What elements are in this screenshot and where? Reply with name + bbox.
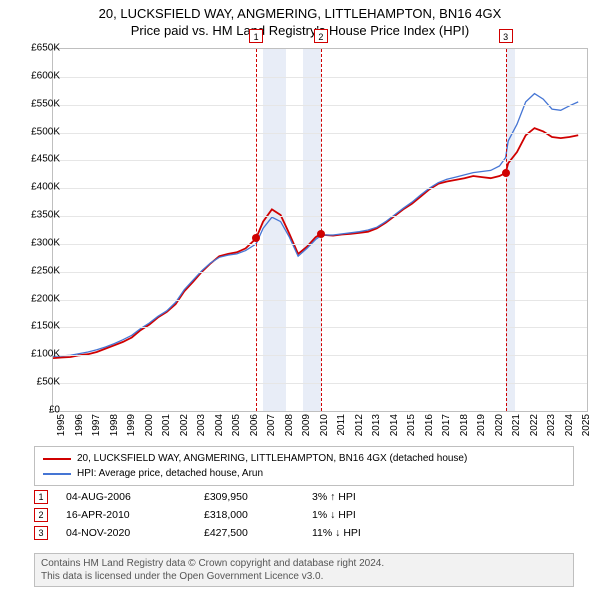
x-axis-label: 2000	[144, 414, 155, 436]
y-axis-label: £300K	[31, 237, 60, 248]
footer-line2: This data is licensed under the Open Gov…	[41, 570, 567, 583]
sale-marker: 1	[34, 490, 48, 504]
x-axis-label: 2022	[529, 414, 540, 436]
x-axis-label: 1996	[74, 414, 85, 436]
y-axis-label: £100K	[31, 349, 60, 360]
footer-line1: Contains HM Land Registry data © Crown c…	[41, 557, 567, 570]
y-axis-label: £350K	[31, 210, 60, 221]
x-axis-label: 2015	[406, 414, 417, 436]
y-axis-label: £400K	[31, 182, 60, 193]
x-axis-label: 1998	[109, 414, 120, 436]
x-axis-label: 2023	[546, 414, 557, 436]
x-axis-label: 2016	[424, 414, 435, 436]
legend-item-property: 20, LUCKSFIELD WAY, ANGMERING, LITTLEHAM…	[43, 451, 565, 466]
sale-row: 1 04-AUG-2006 £309,950 3% ↑ HPI	[34, 490, 574, 504]
title-line1: 20, LUCKSFIELD WAY, ANGMERING, LITTLEHAM…	[0, 6, 600, 23]
x-axis-label: 2005	[231, 414, 242, 436]
sale-dot	[252, 234, 260, 242]
y-axis-label: £500K	[31, 126, 60, 137]
sale-dot	[502, 169, 510, 177]
x-axis-label: 2003	[196, 414, 207, 436]
y-axis-label: £200K	[31, 293, 60, 304]
sale-vline	[506, 49, 507, 411]
sale-date: 04-AUG-2006	[66, 491, 186, 503]
sale-price: £309,950	[204, 491, 294, 503]
sale-marker: 2	[34, 508, 48, 522]
x-axis-label: 2001	[161, 414, 172, 436]
sale-diff: 1% ↓ HPI	[312, 509, 412, 521]
x-axis-label: 1997	[91, 414, 102, 436]
sale-vline	[256, 49, 257, 411]
x-axis-label: 1995	[56, 414, 67, 436]
sale-row: 3 04-NOV-2020 £427,500 11% ↓ HPI	[34, 526, 574, 540]
x-axis-label: 2020	[494, 414, 505, 436]
sale-date: 16-APR-2010	[66, 509, 186, 521]
y-axis-label: £550K	[31, 98, 60, 109]
x-axis-label: 1999	[126, 414, 137, 436]
x-axis-label: 2011	[336, 414, 347, 436]
sale-marker: 3	[34, 526, 48, 540]
footer-attribution: Contains HM Land Registry data © Crown c…	[34, 553, 574, 587]
x-axis-label: 2008	[284, 414, 295, 436]
sale-dot	[317, 230, 325, 238]
legend-swatch	[43, 473, 71, 475]
x-axis-label: 2012	[354, 414, 365, 436]
sale-diff: 3% ↑ HPI	[312, 491, 412, 503]
x-axis-label: 2002	[179, 414, 190, 436]
sale-price: £427,500	[204, 527, 294, 539]
sale-marker-box: 3	[499, 29, 513, 43]
legend-swatch	[43, 458, 71, 460]
chart-plot-area: 123	[52, 48, 588, 412]
x-axis-label: 2021	[511, 414, 522, 436]
y-axis-label: £600K	[31, 70, 60, 81]
sale-row: 2 16-APR-2010 £318,000 1% ↓ HPI	[34, 508, 574, 522]
sale-marker-box: 1	[249, 29, 263, 43]
legend-item-hpi: HPI: Average price, detached house, Arun	[43, 466, 565, 481]
y-axis-label: £450K	[31, 154, 60, 165]
legend-label: HPI: Average price, detached house, Arun	[77, 466, 263, 481]
sale-price: £318,000	[204, 509, 294, 521]
x-axis-label: 2006	[249, 414, 260, 436]
y-axis-label: £250K	[31, 265, 60, 276]
x-axis-label: 2014	[389, 414, 400, 436]
x-axis-label: 2024	[564, 414, 575, 436]
x-axis-label: 2013	[371, 414, 382, 436]
x-axis-label: 2004	[214, 414, 225, 436]
sale-diff: 11% ↓ HPI	[312, 527, 412, 539]
x-axis-label: 2007	[266, 414, 277, 436]
x-axis-label: 2018	[459, 414, 470, 436]
x-axis-label: 2009	[301, 414, 312, 436]
legend: 20, LUCKSFIELD WAY, ANGMERING, LITTLEHAM…	[34, 446, 574, 486]
legend-label: 20, LUCKSFIELD WAY, ANGMERING, LITTLEHAM…	[77, 451, 467, 466]
y-axis-label: £50K	[37, 377, 60, 388]
x-axis-label: 2010	[319, 414, 330, 436]
y-axis-label: £150K	[31, 321, 60, 332]
sale-date: 04-NOV-2020	[66, 527, 186, 539]
y-axis-label: £650K	[31, 43, 60, 54]
sales-table: 1 04-AUG-2006 £309,950 3% ↑ HPI 2 16-APR…	[34, 490, 574, 544]
x-axis-label: 2019	[476, 414, 487, 436]
sale-marker-box: 2	[314, 29, 328, 43]
x-axis-label: 2025	[581, 414, 592, 436]
x-axis-label: 2017	[441, 414, 452, 436]
